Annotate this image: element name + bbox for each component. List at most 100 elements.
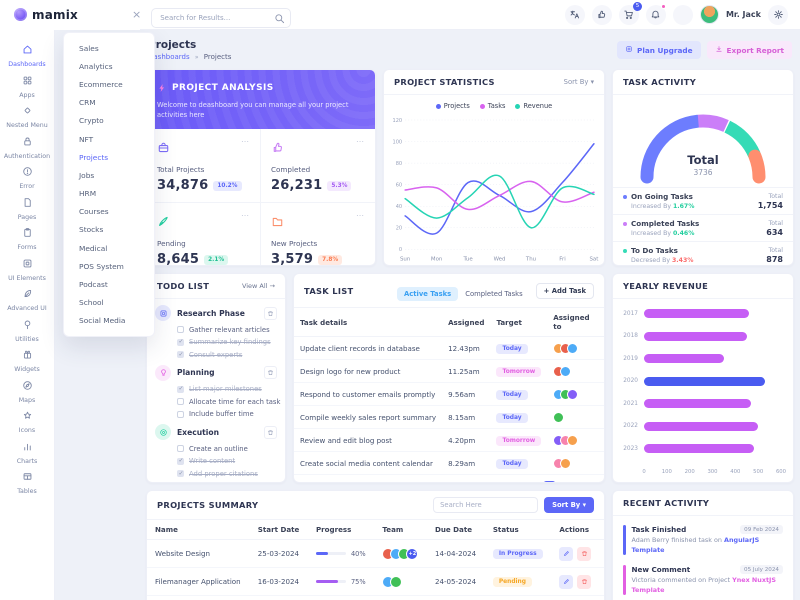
task-activity-change: Increased By 1.67% — [631, 203, 695, 210]
submenu-item-stocks[interactable]: Stocks — [79, 225, 104, 235]
trash-icon[interactable] — [264, 366, 277, 379]
sidebar-item-authentication[interactable]: Authentication — [0, 131, 54, 162]
submenu-item-sales[interactable]: Sales — [79, 43, 99, 53]
submenu-item-crm[interactable]: CRM — [79, 98, 96, 108]
todo-item: Write content — [177, 457, 277, 465]
tab-completed-tasks[interactable]: Completed Tasks — [465, 290, 523, 298]
like-icon[interactable] — [591, 4, 612, 25]
brand-logo[interactable]: mamix — [0, 0, 140, 30]
submenu-item-crypto[interactable]: Crypto — [79, 116, 104, 126]
sidebar-item-label: Authentication — [3, 152, 51, 160]
search-input[interactable] — [151, 7, 292, 28]
submenu-item-pos-system[interactable]: POS System — [79, 261, 124, 271]
todo-checkbox[interactable] — [177, 326, 184, 333]
fullscreen-icon[interactable] — [672, 4, 693, 25]
column-header-progress: Progress — [307, 520, 375, 540]
gear-icon[interactable] — [768, 4, 788, 25]
search-icon[interactable] — [274, 9, 285, 23]
submenu-item-medical[interactable]: Medical — [79, 243, 108, 253]
trash-icon[interactable] — [264, 306, 277, 320]
recent-activity-card: RECENT ACTIVITY Task Finished 09 Feb 2024… — [612, 490, 794, 600]
submenu-item-ecommerce[interactable]: Ecommerce — [79, 79, 123, 89]
add-task-button[interactable]: + Add Task — [535, 282, 594, 299]
todo-checkbox[interactable] — [177, 410, 184, 418]
summary-sort-button[interactable]: Sort By ▾ — [544, 497, 594, 513]
avatar — [560, 457, 572, 469]
submenu-item-school[interactable]: School — [79, 298, 104, 308]
pagination-page-2[interactable]: 2 — [561, 481, 574, 482]
sidebar-item-charts[interactable]: Charts — [0, 436, 54, 467]
trash-icon[interactable] — [264, 425, 277, 439]
submenu-item-podcast[interactable]: Podcast — [79, 280, 108, 290]
sidebar-item-nested-menu[interactable]: Nested Menu — [0, 100, 54, 131]
todo-checkbox[interactable] — [177, 351, 184, 358]
delete-button[interactable] — [577, 574, 592, 589]
todo-checkbox[interactable] — [177, 445, 184, 452]
sidebar-item-error[interactable]: Error — [0, 161, 54, 192]
submenu-item-hrm[interactable]: HRM — [79, 189, 97, 199]
yearly-bar-row-2023: 2023 — [621, 444, 781, 454]
sidebar-item-ui-elements[interactable]: UI Elements — [0, 253, 54, 284]
pagination-page-1[interactable]: 1 — [542, 481, 556, 482]
sidebar-item-utilities[interactable]: Utilities — [0, 314, 54, 345]
sidebar-item-apps[interactable]: Apps — [0, 70, 54, 101]
submenu-item-social-media[interactable]: Social Media — [79, 316, 126, 326]
todo-checkbox[interactable] — [177, 470, 184, 477]
cart-icon[interactable]: 5 — [618, 1, 642, 25]
total-value: 878 — [766, 254, 783, 264]
submenu-item-jobs[interactable]: Jobs — [79, 170, 95, 180]
view-all-link[interactable]: View All → — [241, 282, 275, 290]
task-row: Create social media content calendar 8.29… — [294, 451, 604, 475]
revenue-bar — [644, 309, 750, 318]
sidebar-item-maps[interactable]: Maps — [0, 375, 54, 406]
activity-link[interactable]: AngularJS Template — [631, 536, 760, 554]
stat-value: 8,645 — [157, 252, 200, 266]
activity-item-new-comment: New Comment 05 July 2024 Victoria commente… — [623, 560, 783, 600]
todo-checkbox[interactable] — [177, 385, 184, 393]
bell-icon[interactable] — [645, 3, 666, 25]
todo-checkbox[interactable] — [177, 457, 184, 465]
sidebar-item-advanced-ui[interactable]: Advanced UI — [0, 283, 54, 314]
translate-icon[interactable] — [564, 4, 585, 25]
submenu-item-projects[interactable]: Projects — [79, 152, 109, 162]
avatar[interactable] — [699, 5, 719, 24]
year-label: 2017 — [623, 310, 638, 317]
sidebar-item-pages[interactable]: Pages — [0, 192, 54, 223]
sidebar-item-forms[interactable]: Forms — [0, 222, 54, 253]
activity-title: Task Finished — [631, 525, 687, 534]
bulb-icon — [155, 364, 171, 381]
sidebar-item-label: Pages — [17, 213, 37, 221]
todo-checkbox[interactable] — [177, 338, 184, 346]
close-icon[interactable]: × — [132, 8, 142, 21]
export-report-button[interactable]: Export Report — [706, 41, 792, 59]
sidebar-item-dashboards[interactable]: Dashboards — [0, 39, 54, 70]
submenu-item-courses[interactable]: Courses — [79, 207, 109, 217]
edit-button[interactable] — [559, 574, 574, 589]
team-cell: +2 — [374, 539, 427, 568]
more-options-icon[interactable]: ⋯ — [356, 137, 365, 147]
submenu-item-nft[interactable]: NFT — [79, 134, 94, 144]
sidebar-item-icons[interactable]: Icons — [0, 405, 54, 436]
more-options-icon[interactable]: ⋯ — [241, 137, 250, 147]
sidebar-item-widgets[interactable]: Widgets — [0, 344, 54, 375]
activity-date-badge: 09 Feb 2024 — [740, 525, 783, 534]
edit-button[interactable] — [559, 546, 574, 561]
status-cell: In Progress — [484, 539, 552, 568]
sidebar-item-tables[interactable]: Tables — [0, 466, 54, 497]
task-row: Respond to customer emails promptly 9.56a… — [294, 382, 604, 406]
plan-upgrade-button[interactable]: Plan Upgrade — [616, 41, 701, 59]
sidebar-item-label: Widgets — [14, 366, 40, 374]
activity-link[interactable]: Ynex NuxtJS Template — [631, 576, 776, 594]
todo-checkbox[interactable] — [177, 398, 184, 405]
submenu-item-analytics[interactable]: Analytics — [79, 61, 113, 71]
axis-tick: 300 — [707, 468, 718, 475]
sort-by-dropdown[interactable]: Sort By ▾ — [563, 78, 594, 86]
delete-button[interactable] — [577, 546, 592, 561]
more-options-icon[interactable]: ⋯ — [241, 211, 250, 221]
tab-active-tasks[interactable]: Active Tasks — [396, 287, 459, 301]
stat-tile-total-projects: ⋯ Total Projects 34,876 10.2% — [147, 129, 261, 204]
stat-label: Pending — [157, 239, 186, 249]
more-options-icon[interactable]: ⋯ — [356, 211, 365, 221]
breadcrumb-root[interactable]: Dashboards — [148, 53, 190, 61]
summary-search-input[interactable] — [433, 497, 539, 513]
